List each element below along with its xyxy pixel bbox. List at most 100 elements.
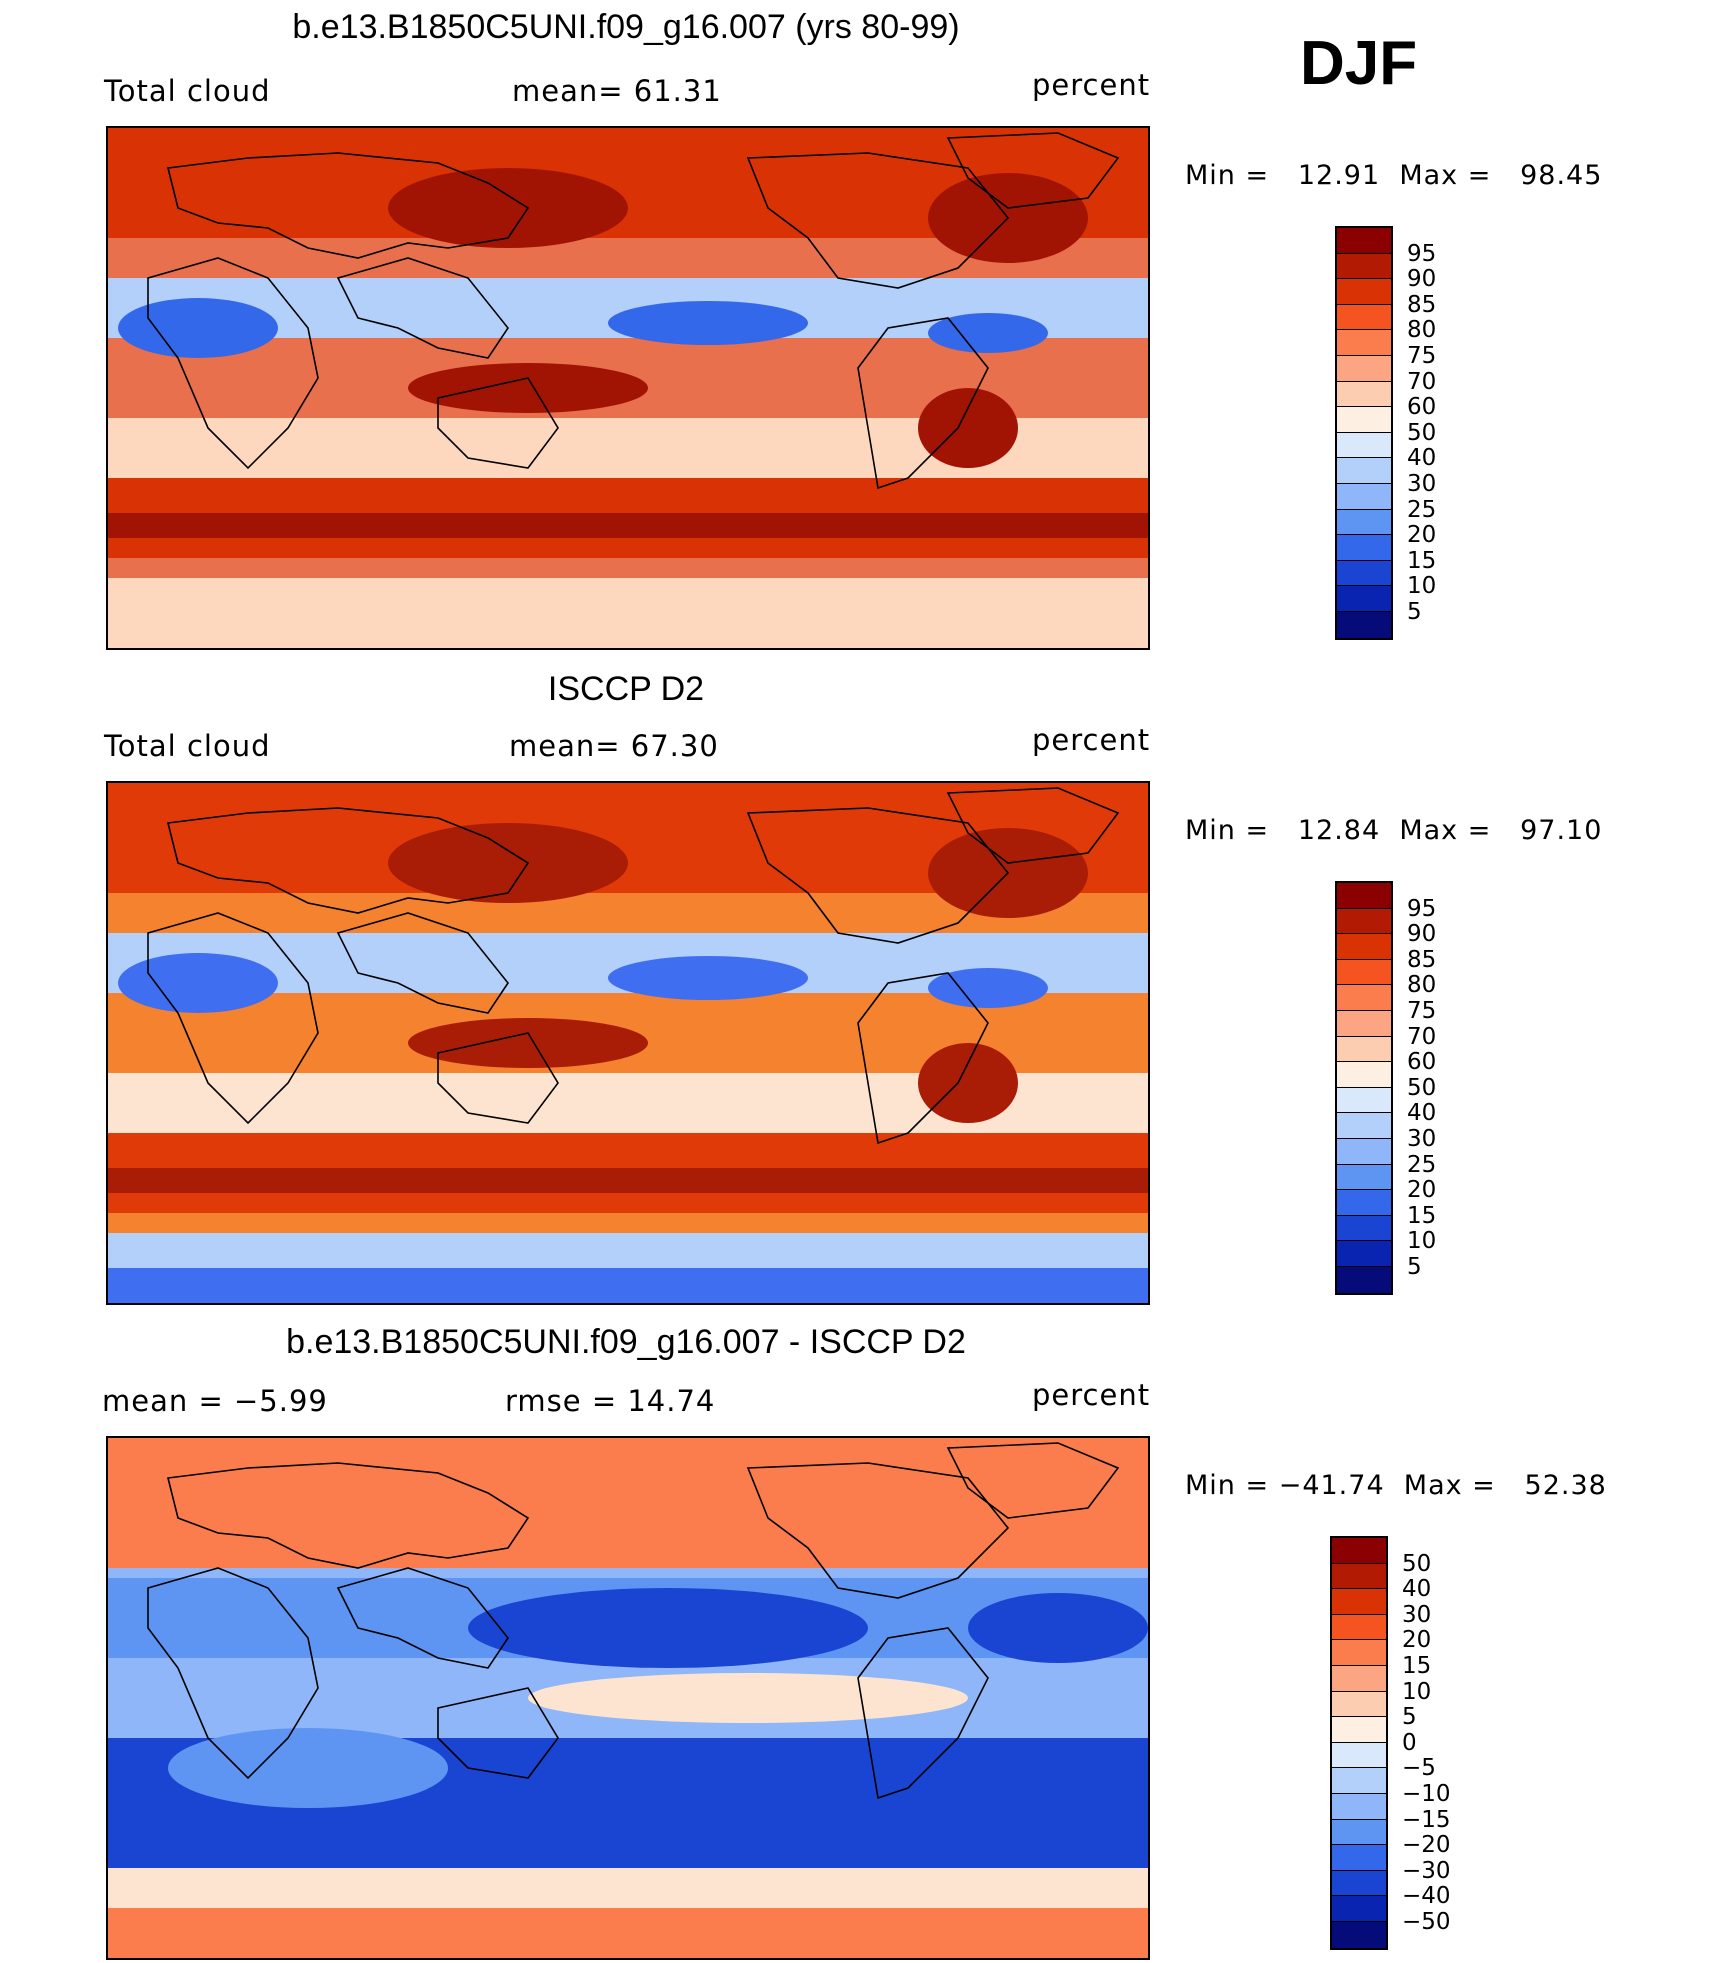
colorbar-tick-label: 85 xyxy=(1407,946,1437,973)
panel-3-rmse-label: rmse = 14.74 xyxy=(505,1384,716,1418)
colorbar-tick-label: 90 xyxy=(1407,266,1437,293)
panel-1-title: b.e13.B1850C5UNI.f09_g16.007 (yrs 80-99) xyxy=(292,8,960,46)
colorbar-tick-label: −10 xyxy=(1402,1781,1451,1807)
field-blob xyxy=(408,1018,648,1068)
field-band xyxy=(108,1268,1148,1303)
field-blob xyxy=(388,168,628,248)
coastline xyxy=(946,787,1120,864)
colorbar-tick-label: 70 xyxy=(1407,368,1437,395)
field-blob xyxy=(408,363,648,413)
field-blob xyxy=(118,298,278,358)
panel-3-map xyxy=(106,1436,1150,1960)
map-field xyxy=(108,1438,1148,1958)
colorbar-swatch xyxy=(1337,1087,1391,1114)
panel-2-map xyxy=(106,781,1150,1305)
colorbar-swatch xyxy=(1332,1691,1386,1718)
colorbar-swatch xyxy=(1337,1215,1391,1242)
colorbar-tick-label: 85 xyxy=(1407,291,1437,318)
colorbar-tick-label: 50 xyxy=(1407,1074,1437,1101)
colorbar-swatch xyxy=(1337,381,1391,408)
colorbar-swatch xyxy=(1332,1896,1386,1922)
map-field xyxy=(108,783,1148,1303)
panel-1-min-max: Min = 12.91 Max = 98.45 xyxy=(1185,160,1603,191)
colorbar-tick-label: 30 xyxy=(1402,1601,1432,1628)
field-blob xyxy=(918,1043,1018,1123)
coastline xyxy=(746,807,1010,944)
colorbar-tick-label: 40 xyxy=(1407,1100,1437,1127)
colorbar-tick-label: 95 xyxy=(1407,240,1437,267)
colorbar-tick-label: 25 xyxy=(1407,1151,1437,1178)
colorbar-swatch xyxy=(1332,1640,1386,1666)
colorbar-tick-label: 50 xyxy=(1407,419,1437,446)
colorbar-swatch xyxy=(1332,1742,1386,1769)
colorbar-swatches xyxy=(1330,1536,1388,1950)
panel-3-min-max: Min = −41.74 Max = 52.38 xyxy=(1185,1470,1607,1501)
field-blob xyxy=(388,823,628,903)
coastline xyxy=(336,257,509,359)
colorbar-tick-label: 70 xyxy=(1407,1023,1437,1050)
coastline xyxy=(437,1032,559,1124)
coastline xyxy=(167,807,530,914)
colorbar-tick-label: 15 xyxy=(1402,1653,1432,1679)
coastline xyxy=(857,1627,989,1800)
field-blob xyxy=(928,313,1048,353)
colorbar-tick-label: 5 xyxy=(1407,599,1422,625)
colorbar-tick-label: 90 xyxy=(1407,921,1437,948)
colorbar-tick-label: 10 xyxy=(1407,1228,1437,1255)
colorbar-tick-label: 75 xyxy=(1407,343,1437,369)
panel-1-map xyxy=(106,126,1150,650)
colorbar-swatch xyxy=(1337,1010,1391,1037)
colorbar-swatch xyxy=(1337,1190,1391,1216)
colorbar-swatch xyxy=(1337,985,1391,1011)
field-band xyxy=(108,1908,1148,1958)
colorbar-swatch xyxy=(1337,253,1391,280)
colorbar-swatch xyxy=(1332,1768,1386,1794)
colorbar-swatch xyxy=(1337,407,1391,433)
colorbar-swatch xyxy=(1332,1614,1386,1641)
panel-2-title: ISCCP D2 xyxy=(547,670,705,708)
colorbar-swatches xyxy=(1335,881,1393,1295)
coastline xyxy=(437,377,559,469)
colorbar-swatch xyxy=(1332,1563,1386,1590)
colorbar-swatch xyxy=(1337,1138,1391,1165)
colorbar-tick-label: 20 xyxy=(1407,522,1437,549)
field-blob xyxy=(118,953,278,1013)
coastline xyxy=(336,1567,509,1669)
coastline xyxy=(336,912,509,1014)
colorbar-swatch xyxy=(1332,1665,1386,1692)
colorbar-swatch xyxy=(1337,228,1391,254)
panel-3-units-label: percent xyxy=(1032,1378,1151,1412)
colorbar-tick-label: 0 xyxy=(1402,1729,1417,1756)
coastline xyxy=(946,132,1120,209)
field-blob xyxy=(608,956,808,1000)
field-band xyxy=(108,1868,1148,1908)
coastline xyxy=(167,152,530,259)
colorbar-swatch xyxy=(1332,1793,1386,1820)
colorbar-tick-label: −20 xyxy=(1402,1832,1451,1859)
colorbar-swatch xyxy=(1337,483,1391,510)
coastline xyxy=(946,1442,1120,1519)
map-field xyxy=(108,128,1148,648)
colorbar-swatch xyxy=(1332,1870,1386,1897)
colorbar-swatches xyxy=(1335,226,1393,640)
panel-2-units-label: percent xyxy=(1032,723,1151,757)
coastline xyxy=(147,1567,319,1780)
colorbar-tick-label: 25 xyxy=(1407,496,1437,523)
panel-1-mean-label: mean= 61.31 xyxy=(512,74,722,108)
field-blob xyxy=(468,1588,868,1668)
colorbar-swatch xyxy=(1337,330,1391,356)
field-band xyxy=(108,513,1148,538)
colorbar-swatch xyxy=(1337,586,1391,612)
colorbar-swatch xyxy=(1332,1589,1386,1615)
field-blob xyxy=(168,1728,448,1808)
season-label: DJF xyxy=(1300,29,1418,98)
colorbar-swatch xyxy=(1332,1845,1386,1871)
panel-3-mean-label: mean = −5.99 xyxy=(102,1384,328,1418)
coastline xyxy=(746,1462,1010,1599)
colorbar-swatch xyxy=(1332,1538,1386,1564)
colorbar-swatch xyxy=(1337,1062,1391,1088)
colorbar-swatch xyxy=(1337,1241,1391,1267)
colorbar-tick-label: 20 xyxy=(1407,1177,1437,1204)
colorbar-swatch xyxy=(1337,535,1391,561)
colorbar-tick-label: 60 xyxy=(1407,394,1437,421)
